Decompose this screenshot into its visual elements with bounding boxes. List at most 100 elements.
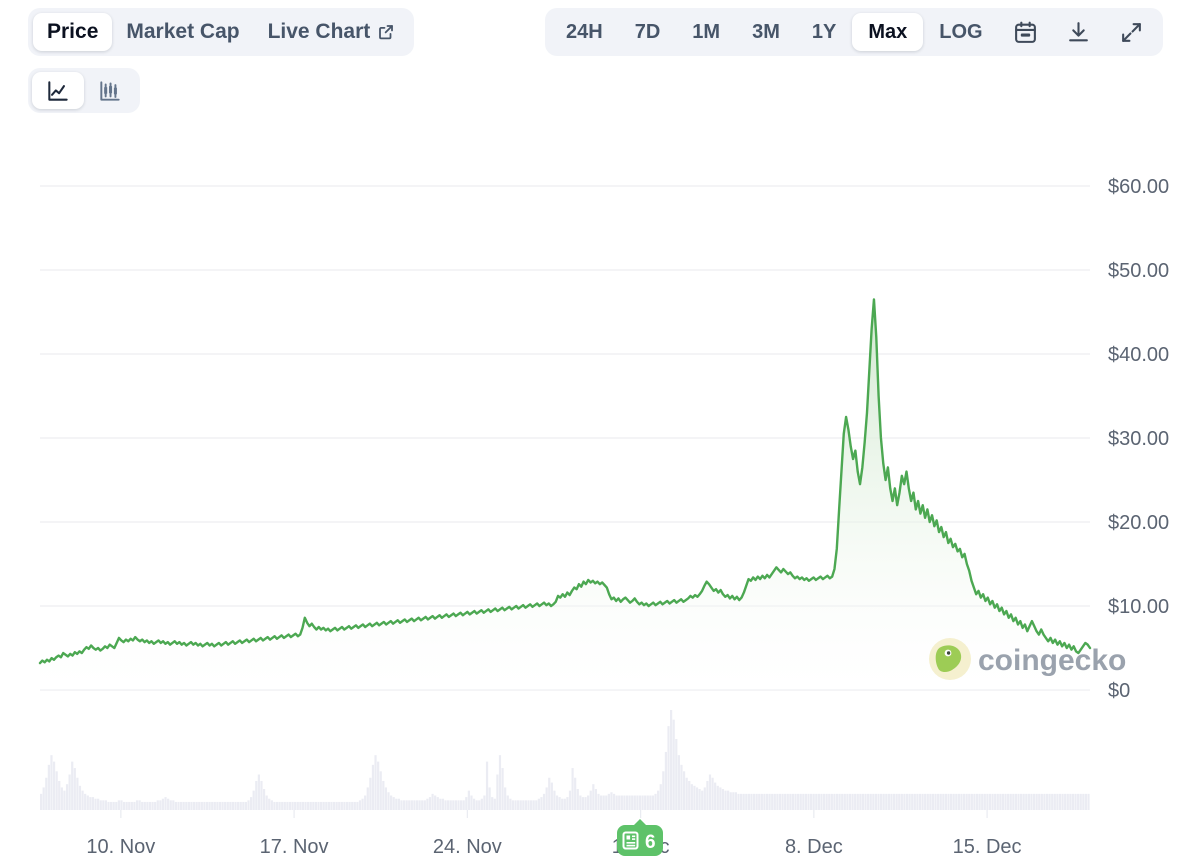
y-axis-tick-label: $30.00 xyxy=(1108,428,1169,450)
range-7d[interactable]: 7D xyxy=(619,13,677,51)
volume-bar xyxy=(620,795,623,810)
volume-bar xyxy=(262,789,266,810)
volume-bar xyxy=(205,801,209,810)
volume-bar xyxy=(384,787,388,810)
volume-bar xyxy=(400,800,403,810)
volume-bar xyxy=(646,795,649,810)
volume-bar xyxy=(1020,793,1023,810)
volume-bar xyxy=(825,793,828,810)
range-max[interactable]: Max xyxy=(852,13,924,51)
volume-bar xyxy=(607,793,610,810)
volume-bar xyxy=(483,795,486,810)
volume-bar xyxy=(307,801,310,810)
x-axis-tick-label: 8. Dec xyxy=(785,836,843,858)
volume-bar xyxy=(213,801,216,810)
volume-bar xyxy=(1001,793,1005,810)
scale-log-label: LOG xyxy=(939,20,983,43)
volume-bar xyxy=(931,793,935,810)
range-1y[interactable]: 1Y xyxy=(796,13,852,51)
tab-market-cap[interactable]: Market Cap xyxy=(112,13,253,51)
volume-bar xyxy=(449,800,452,810)
volume-bar xyxy=(869,793,872,810)
chart-toolbar: Price Market Cap Live Chart 24H 7D 1M 3M… xyxy=(0,0,1200,64)
volume-bar xyxy=(488,787,491,810)
volume-bar xyxy=(128,801,131,810)
volume-bar xyxy=(410,800,413,810)
metric-tab-group: Price Market Cap Live Chart xyxy=(28,8,415,56)
volume-bar xyxy=(994,793,997,810)
volume-bar xyxy=(719,787,722,810)
volume-bar xyxy=(851,793,854,810)
volume-bar xyxy=(110,801,113,810)
volume-bar xyxy=(167,798,170,810)
news-badge-count: 6 xyxy=(645,832,656,853)
volume-bar xyxy=(662,771,665,810)
volume-bar xyxy=(234,801,237,810)
volume-bar xyxy=(978,793,981,810)
volume-bar xyxy=(460,800,463,810)
volume-bar xyxy=(944,793,948,810)
volume-bar xyxy=(40,793,43,810)
tab-price[interactable]: Price xyxy=(33,13,113,51)
candlestick-chart-icon[interactable] xyxy=(84,72,136,109)
volume-bar xyxy=(198,801,201,810)
volume-bar xyxy=(874,793,878,810)
watermark-label: coingecko xyxy=(978,644,1126,677)
scale-log-toggle[interactable]: LOG xyxy=(923,13,998,51)
volume-bar xyxy=(610,792,613,810)
volume-bar xyxy=(701,790,704,810)
volume-bar xyxy=(584,797,587,810)
volume-bar xyxy=(338,801,341,810)
volume-bar xyxy=(42,787,45,810)
volume-bar xyxy=(752,793,756,810)
price-chart-svg[interactable]: $0 $10.00 $20.00 $30.00 $40.00 $50.00 $60.00 1… xyxy=(0,120,1200,868)
volume-bar xyxy=(789,793,792,810)
volume-bar xyxy=(1082,793,1085,810)
volume-bar xyxy=(130,801,133,810)
range-24h[interactable]: 24H xyxy=(550,13,619,51)
expand-icon[interactable] xyxy=(1105,13,1158,51)
volume-bar xyxy=(636,795,639,810)
volume-bar xyxy=(441,798,445,810)
volume-bar xyxy=(934,793,937,810)
price-chart[interactable]: $0 $10.00 $20.00 $30.00 $40.00 $50.00 $60.00 1… xyxy=(0,120,1200,868)
volume-bar xyxy=(273,801,276,810)
volume-bar xyxy=(957,793,960,810)
price-line xyxy=(38,298,1092,665)
volume-bar xyxy=(231,801,235,810)
volume-bar xyxy=(45,777,48,810)
volume-bar xyxy=(330,801,333,810)
range-1m[interactable]: 1M xyxy=(676,13,736,51)
volume-bar xyxy=(135,800,139,810)
volume-bar xyxy=(47,764,50,810)
volume-bar xyxy=(537,798,540,810)
volume-bar xyxy=(151,801,154,810)
tab-live-chart[interactable]: Live Chart xyxy=(254,13,410,51)
volume-bar xyxy=(421,800,424,810)
volume-bar xyxy=(501,768,504,810)
volume-bar xyxy=(843,793,846,810)
volume-bar xyxy=(356,801,359,810)
volume-bar xyxy=(478,800,481,810)
volume-bar xyxy=(52,761,56,810)
volume-bar xyxy=(644,795,647,810)
volume-bar xyxy=(685,777,688,810)
calendar-icon[interactable] xyxy=(999,13,1052,51)
volume-bar xyxy=(952,793,955,810)
volume-bar xyxy=(553,790,556,810)
volume-bar xyxy=(747,793,750,810)
volume-bar xyxy=(755,793,758,810)
volume-bar xyxy=(379,771,382,810)
download-icon[interactable] xyxy=(1052,13,1105,51)
volume-bars xyxy=(40,710,1090,810)
volume-bar xyxy=(937,793,940,810)
news-event-badge[interactable]: 6 xyxy=(617,819,663,856)
line-chart-icon[interactable] xyxy=(32,72,84,109)
volume-bar xyxy=(903,793,906,810)
range-3m[interactable]: 3M xyxy=(736,13,796,51)
volume-bar xyxy=(369,777,372,810)
volume-bar xyxy=(657,790,660,810)
volume-bar xyxy=(146,801,149,810)
volume-bar xyxy=(872,793,875,810)
volume-bar xyxy=(86,795,89,810)
